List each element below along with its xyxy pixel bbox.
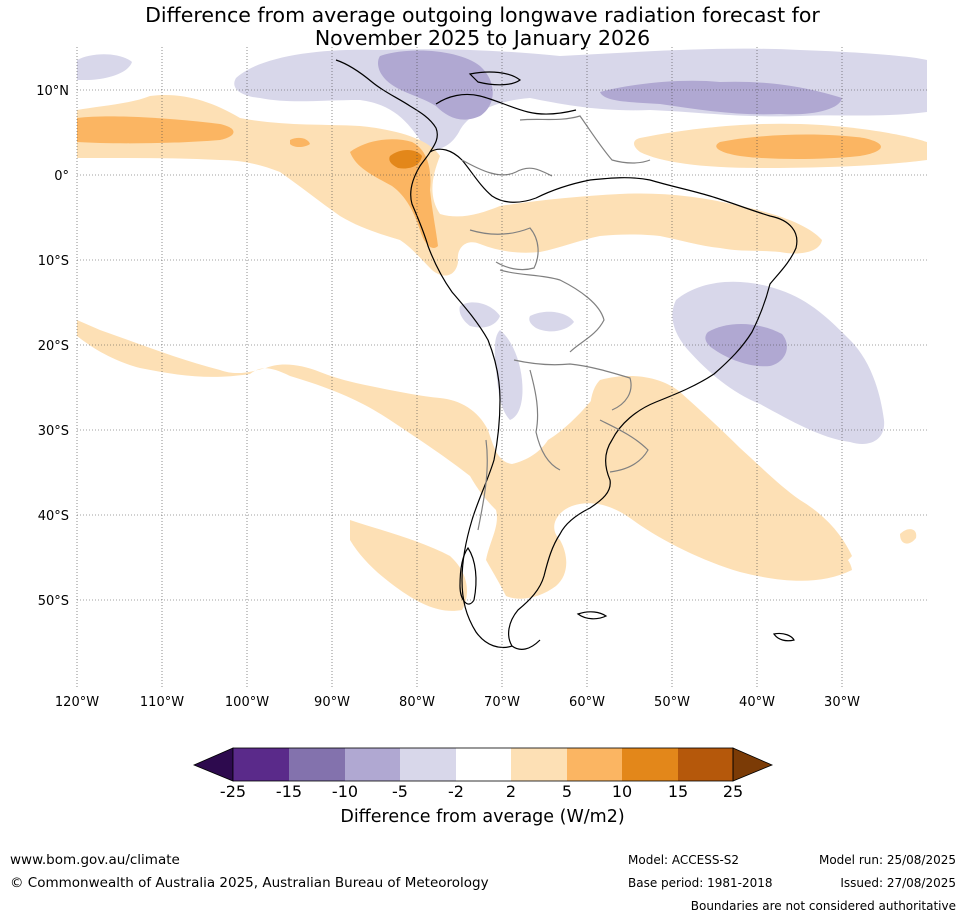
colorbar-tick: 5 [561, 782, 573, 801]
lon-label-100w: 100°W [225, 695, 269, 710]
lon-label-30w: 30°W [824, 695, 860, 710]
colorbar-tick: 10 [611, 782, 633, 801]
colorbar-tick: 25 [722, 782, 744, 801]
lat-label-40s: 40°S [38, 509, 69, 524]
border-line [477, 439, 488, 531]
positive-anomaly-region [590, 376, 852, 572]
negative-anomaly-region [672, 281, 885, 444]
lon-label-80w: 80°W [399, 695, 435, 710]
negative-anomaly-region [494, 330, 523, 420]
lat-label-30s: 30°S [38, 424, 69, 439]
colorbar-bin [345, 748, 400, 781]
graticule [76, 47, 927, 688]
negative-anomaly-region [529, 311, 574, 332]
central-america-coastline [335, 59, 438, 153]
footer-model-run: Model run: 25/08/2025 [818, 853, 956, 867]
lon-label-40w: 40°W [739, 695, 775, 710]
negative-anomaly-region [77, 54, 132, 80]
footer-base-period: Base period: 1981-2018 [628, 876, 773, 890]
border-line [499, 269, 605, 353]
lat-label-20s: 20°S [38, 339, 69, 354]
footer-disclaimer: Boundaries are not considered authoritat… [690, 899, 956, 913]
colorbar-tick: 15 [667, 782, 689, 801]
colorbar-bin [289, 748, 345, 781]
title-line-2: November 2025 to January 2026 [314, 26, 651, 50]
colorbar-bin [678, 748, 733, 781]
caribbean-coastline [435, 93, 577, 115]
negative-anomaly-region-strong [378, 50, 493, 120]
border-line [513, 359, 632, 411]
border-line [519, 115, 651, 164]
positive-anomaly-region-strong [716, 134, 881, 159]
colorbar-tick: -25 [219, 782, 247, 801]
footer-url[interactable]: www.bom.gov.au/climate [10, 852, 180, 868]
map-title: Difference from average outgoing longwav… [0, 4, 965, 50]
positive-anomaly-region [77, 94, 822, 276]
colorbar-bin [233, 748, 289, 781]
title-line-1: Difference from average outgoing longwav… [145, 3, 820, 27]
colorbar-tick: -5 [392, 782, 408, 801]
colorbar-bin [567, 748, 622, 781]
footer-copyright: © Commonwealth of Australia 2025, Austra… [10, 875, 489, 891]
south-america-coastline [410, 148, 798, 650]
border-line [469, 227, 539, 271]
negative-anomaly-region-strong [600, 80, 842, 115]
negative-anomaly-region [459, 302, 500, 328]
colorbar-label: Difference from average (W/m2) [340, 807, 625, 827]
island-coastline [576, 611, 608, 620]
positive-anomaly-region [900, 529, 917, 544]
positive-anomaly-region-strong [290, 137, 310, 147]
positive-anomaly-region-strong [77, 116, 234, 144]
positive-anomaly-region-peak [389, 150, 422, 169]
colorbar-bin [400, 748, 456, 781]
lat-label-10n: 10°N [36, 84, 69, 99]
cuba-coastline [468, 71, 521, 86]
lon-label-70w: 70°W [484, 695, 520, 710]
colorbar-tick: -2 [448, 782, 464, 801]
colorbar-extend-low [192, 747, 234, 782]
lon-label-120w: 120°W [55, 695, 99, 710]
lon-label-90w: 90°W [314, 695, 350, 710]
footer-model: Model: ACCESS-S2 [628, 853, 740, 867]
footer-issued: Issued: 27/08/2025 [840, 876, 956, 890]
lat-label-0: 0° [54, 169, 69, 184]
lon-label-110w: 110°W [140, 695, 184, 710]
island-coastline [459, 546, 477, 605]
positive-anomaly-region [77, 320, 852, 599]
colorbar-bin [511, 748, 567, 781]
positive-anomaly-region [350, 520, 467, 611]
colorbar-bin [456, 748, 511, 781]
lat-label-50s: 50°S [38, 594, 69, 609]
colorbar-tick: -10 [331, 782, 359, 801]
positive-anomaly-region-strong [350, 139, 438, 249]
colorbar-extend-high [732, 747, 774, 782]
colorbar-bin [622, 748, 678, 781]
anomaly-fields [77, 48, 927, 611]
colorbar-tick-labels: -25 -15 -10 -5 -2 2 5 10 15 25 [0, 782, 965, 804]
border-line [529, 369, 561, 471]
colorbar [192, 747, 774, 782]
colorbar-tick: -15 [275, 782, 303, 801]
country-borders [461, 115, 651, 531]
border-line [599, 419, 649, 473]
lon-label-60w: 60°W [569, 695, 605, 710]
lat-label-10s: 10°S [38, 254, 69, 269]
colorbar-tick: 2 [505, 782, 517, 801]
island-coastline [773, 632, 795, 642]
lon-label-50w: 50°W [654, 695, 690, 710]
coastlines [335, 59, 798, 650]
border-line [461, 159, 553, 177]
